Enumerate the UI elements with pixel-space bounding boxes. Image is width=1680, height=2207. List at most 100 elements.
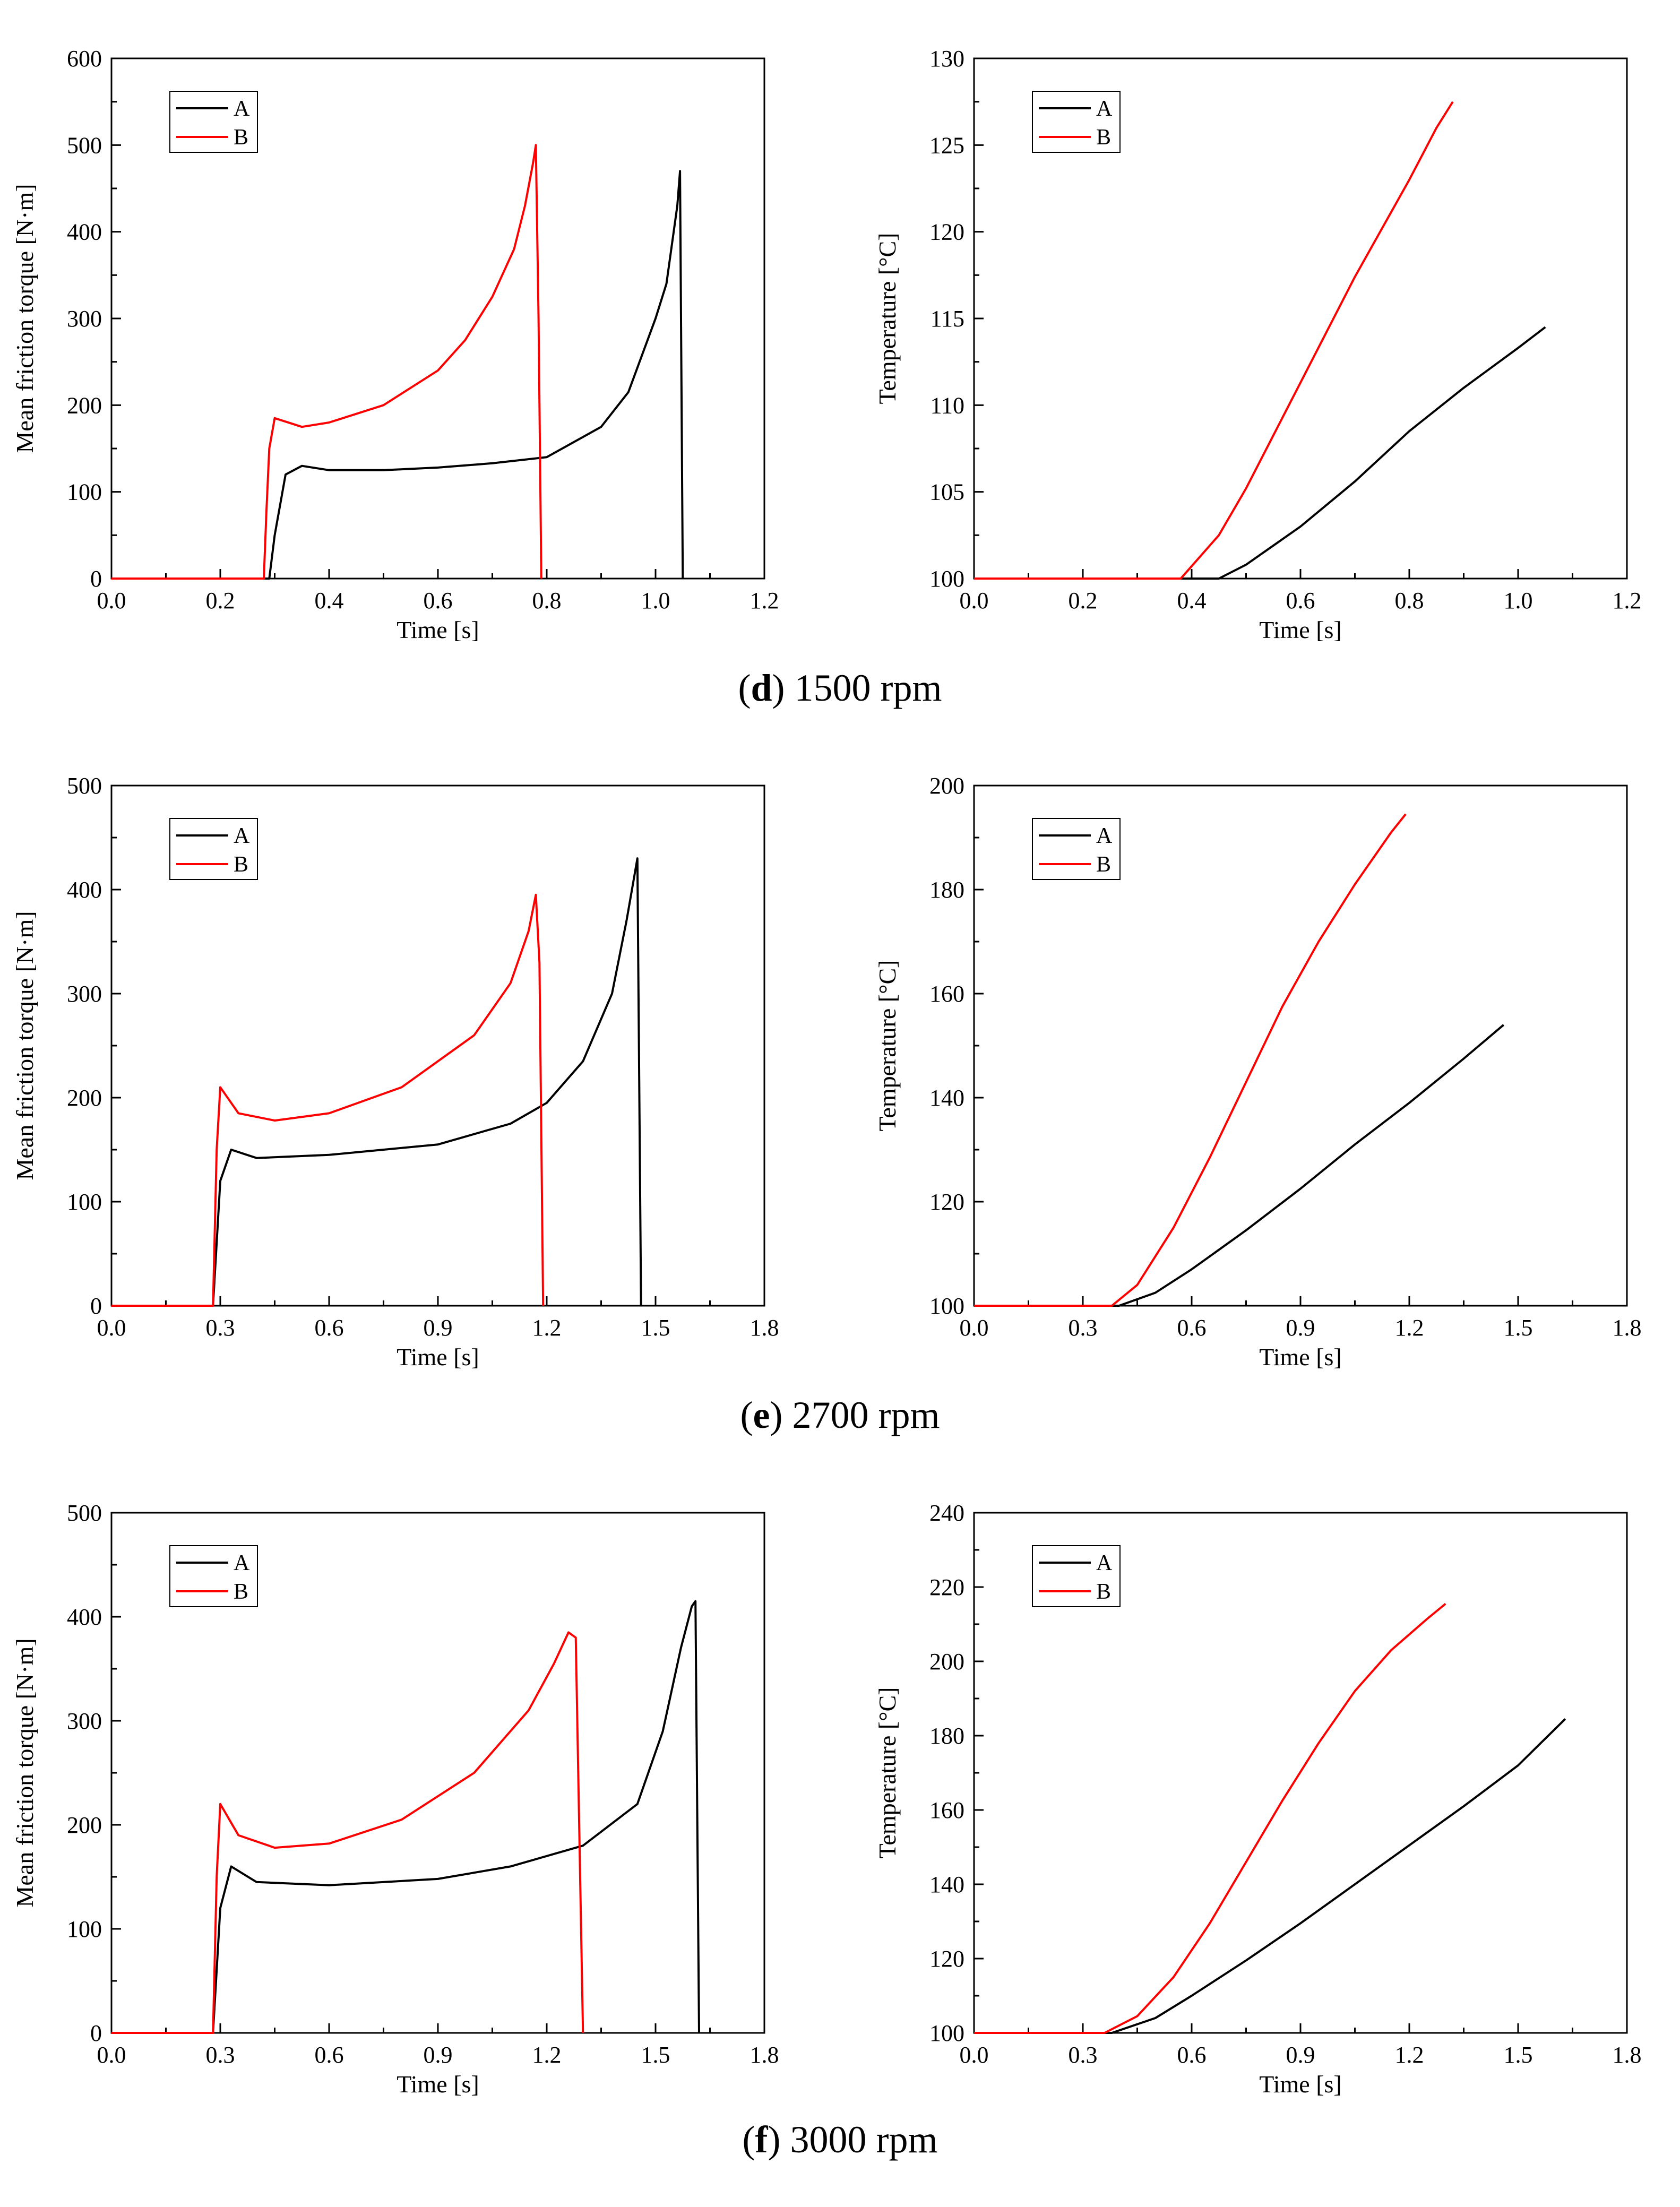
y-tick-label: 500 (67, 132, 102, 158)
x-tick-label: 0.3 (206, 2042, 235, 2068)
x-tick-label: 1.2 (1613, 588, 1642, 614)
caption-f: (f) 3000 rpm (742, 2118, 938, 2161)
x-tick-label: 0.0 (97, 1315, 126, 1341)
y-tick-label: 115 (931, 306, 964, 332)
y-tick-label: 400 (67, 219, 102, 245)
legend-label-B: B (1096, 1580, 1111, 1604)
legend-label-A: A (234, 1551, 250, 1575)
y-tick-label: 160 (929, 1797, 964, 1823)
chart-e-torque: 0.0 0.3 0.6 0.9 1.2 1.5 1.8 0 100 200 300 400 500 Tim… (11, 773, 779, 1370)
caption-d: (d) 1500 rpm (738, 667, 942, 709)
x-tick-label: 0.3 (1069, 2042, 1098, 2068)
legend-label-A: A (1096, 824, 1113, 848)
y-axis-label: Mean friction torque [N·m] (11, 1638, 38, 1907)
legend-label-B: B (234, 852, 248, 877)
y-tick-label: 100 (67, 479, 102, 505)
y-tick-label: 180 (929, 1723, 964, 1749)
x-tick-label: 0.6 (424, 588, 453, 614)
y-tick-label: 200 (67, 392, 102, 418)
y-tick-label: 100 (929, 566, 964, 592)
y-tick-label: 0 (90, 2020, 102, 2046)
y-tick-label: 110 (931, 392, 964, 418)
y-axis-label: Mean friction torque [N·m] (11, 184, 38, 453)
y-tick-label: 100 (929, 1293, 964, 1319)
legend-label-B: B (234, 125, 248, 150)
series-line-B (111, 1631, 584, 2034)
x-tick-label: 0.6 (1177, 1315, 1207, 1341)
y-axis-label: Temperature [°C] (874, 1687, 901, 1859)
x-tick-label: 1.8 (1613, 1315, 1642, 1341)
x-tick-label: 0.0 (960, 1315, 989, 1341)
x-tick-label: 0.2 (1069, 588, 1098, 614)
legend-box (1032, 1545, 1121, 1607)
chart-f-torque: 0.0 0.3 0.6 0.9 1.2 1.5 1.8 0 100 200 300 400 500 Tim… (11, 1500, 779, 2098)
caption-d-letter: d (751, 667, 772, 709)
x-tick-label: 0.3 (206, 1315, 235, 1341)
y-axis-label: Temperature [°C] (874, 960, 901, 1132)
caption-f-text: ) 3000 rpm (768, 2118, 938, 2161)
legend-label-B: B (234, 1580, 248, 1604)
y-tick-label: 130 (929, 46, 964, 72)
caption-e: (e) 2700 rpm (740, 1394, 940, 1436)
y-tick-label: 125 (929, 132, 964, 158)
caption-f-letter: f (755, 2118, 768, 2161)
legend-box (1032, 818, 1121, 880)
caption-e-letter: e (753, 1394, 770, 1436)
series-line-B (111, 893, 545, 1307)
y-tick-label: 500 (67, 1500, 102, 1526)
chart-f-temperature: 0.0 0.3 0.6 0.9 1.2 1.5 1.8 100 120 140 160 180 200 2… (874, 1500, 1642, 2098)
x-axis-label: Time [s] (1259, 2071, 1342, 2098)
x-axis-label: Time [s] (397, 616, 479, 643)
x-tick-label: 0.9 (1286, 1315, 1315, 1341)
y-tick-label: 160 (929, 981, 964, 1007)
series-line-B (974, 813, 1407, 1307)
legend-box (169, 91, 258, 153)
y-axis-label: Mean friction torque [N·m] (11, 911, 38, 1180)
x-tick-label: 0.6 (1286, 588, 1315, 614)
x-tick-label: 0.9 (1286, 2042, 1315, 2068)
y-tick-label: 200 (929, 773, 964, 799)
x-tick-label: 0.0 (960, 588, 989, 614)
legend-label-B: B (1096, 125, 1111, 150)
x-tick-label: 1.2 (750, 588, 779, 614)
series-line-B (974, 1602, 1446, 2034)
x-tick-label: 0.0 (97, 2042, 126, 2068)
x-axis-label: Time [s] (1259, 616, 1342, 643)
series-line-A (111, 1600, 700, 2034)
y-tick-label: 300 (67, 1708, 102, 1734)
chart-e-temperature: 0.0 0.3 0.6 0.9 1.2 1.5 1.8 100 120 140 160 180 200 T… (874, 773, 1642, 1370)
y-tick-label: 600 (67, 46, 102, 72)
series-line-B (111, 144, 542, 580)
y-tick-label: 100 (929, 2020, 964, 2046)
y-tick-label: 0 (90, 566, 102, 592)
y-tick-label: 500 (67, 773, 102, 799)
x-tick-label: 1.2 (532, 1315, 562, 1341)
x-tick-label: 1.8 (1613, 2042, 1642, 2068)
legend-box (169, 1545, 258, 1607)
chart-d-torque: 0.0 0.2 0.4 0.6 0.8 1.0 1.2 0 100 200 300 400 500 600… (11, 46, 779, 643)
y-tick-label: 0 (90, 1293, 102, 1319)
x-tick-label: 1.0 (641, 588, 670, 614)
x-tick-label: 0.6 (315, 1315, 344, 1341)
y-axis-label: Temperature [°C] (874, 233, 901, 404)
x-tick-label: 0.9 (424, 2042, 453, 2068)
x-axis-label: Time [s] (397, 2071, 479, 2098)
x-tick-label: 0.2 (206, 588, 235, 614)
x-tick-label: 1.5 (1504, 1315, 1533, 1341)
y-tick-label: 100 (67, 1916, 102, 1942)
y-tick-label: 180 (929, 877, 964, 903)
y-tick-label: 120 (929, 219, 964, 245)
y-tick-label: 300 (67, 306, 102, 332)
caption-e-text: ) 2700 rpm (770, 1394, 940, 1436)
x-axis-label: Time [s] (397, 1343, 479, 1370)
y-tick-label: 400 (67, 1604, 102, 1630)
series-line-A (974, 326, 1546, 580)
y-tick-label: 200 (67, 1085, 102, 1111)
legend-label-A: A (1096, 1551, 1113, 1575)
y-tick-label: 120 (929, 1189, 964, 1215)
y-tick-label: 240 (929, 1500, 964, 1526)
x-tick-label: 1.5 (1504, 2042, 1533, 2068)
x-tick-label: 0.8 (1395, 588, 1424, 614)
x-tick-label: 0.4 (315, 588, 344, 614)
